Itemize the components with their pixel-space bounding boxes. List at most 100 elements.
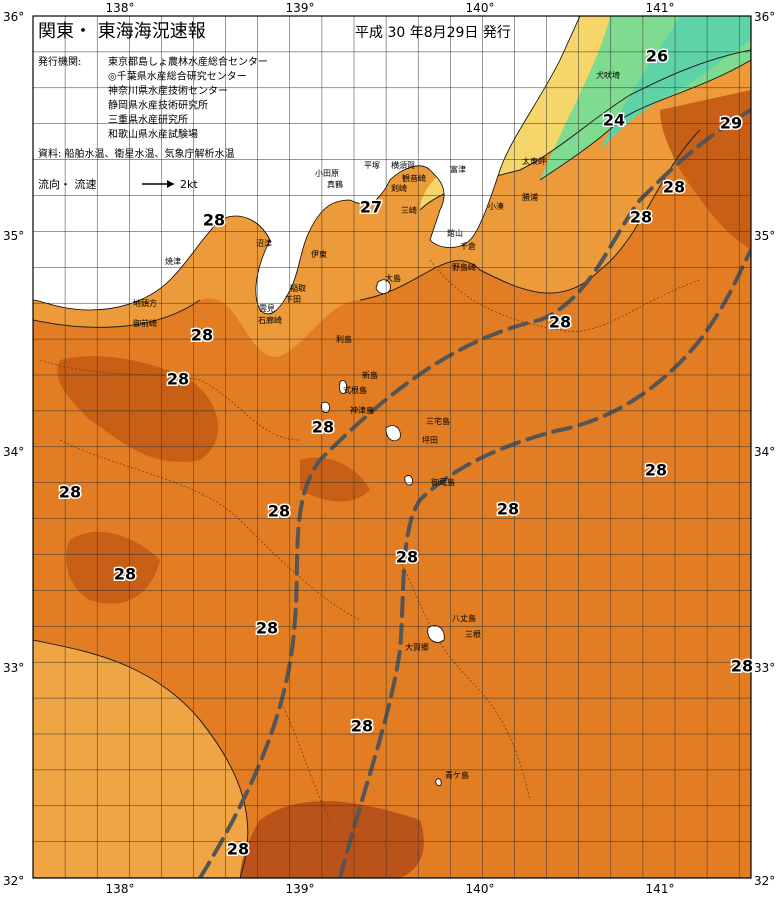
issuer-name: 静岡県水産技術研究所 xyxy=(108,99,208,112)
place-label: 大島 xyxy=(385,273,401,283)
place-label: 御前崎 xyxy=(133,318,157,328)
warm-water-light-region-west xyxy=(33,640,248,878)
place-label: 伊東 xyxy=(311,249,327,259)
place-label: 沼津 xyxy=(256,238,272,248)
sst-label: 26 xyxy=(646,47,668,66)
latitude-labels-right: 36° 35° 34° 33° 32° xyxy=(754,10,775,888)
sst-label: 28 xyxy=(645,461,667,480)
place-label: 剣崎 xyxy=(391,183,407,193)
flow-legend-label: 流向・ 流速 xyxy=(38,177,97,191)
latitude-label-right: 34° xyxy=(754,445,775,459)
map-title: 関東・ 東海海況速報 xyxy=(38,21,206,42)
place-label: 石廊崎 xyxy=(258,315,282,325)
place-label: 大賀郷 xyxy=(405,642,429,652)
place-label: 千倉 xyxy=(460,241,476,251)
longitude-labels-bottom: 138° 139° 140° 141° xyxy=(106,882,675,896)
flow-speed-label: 2kt xyxy=(180,178,198,191)
longitude-label: 138° xyxy=(106,882,135,896)
place-label: 野島崎 xyxy=(452,262,476,272)
latitude-label-right: 35° xyxy=(754,229,775,243)
place-label: 雲見 xyxy=(259,304,275,313)
place-label: 観音崎 xyxy=(402,173,426,183)
longitude-label: 139° xyxy=(286,1,315,15)
place-label: 青ケ島 xyxy=(445,770,469,780)
sst-label: 28 xyxy=(167,370,189,389)
longitude-label: 140° xyxy=(466,882,495,896)
place-label: 神津島 xyxy=(350,405,374,415)
oshima-island xyxy=(375,279,391,294)
temperature-labels: 26 24 29 28 27 28 28 28 28 28 28 28 28 28 28 28 28 28 28 28… xyxy=(57,45,754,860)
latitude-label-left: 36° xyxy=(3,10,24,24)
place-label: 横須賀 xyxy=(391,160,415,170)
sst-label: 28 xyxy=(256,619,278,638)
longitude-label: 140° xyxy=(466,1,495,15)
place-label: 焼津 xyxy=(165,256,181,266)
sst-label: 29 xyxy=(720,114,742,133)
place-label: 真鶴 xyxy=(327,179,343,189)
sst-label: 28 xyxy=(312,418,334,437)
sst-label: 28 xyxy=(351,717,373,736)
kozushima-island xyxy=(320,401,330,413)
warm-dark-patch xyxy=(300,457,370,502)
warm-dark-patch xyxy=(240,801,424,878)
longitude-label: 139° xyxy=(286,882,315,896)
issue-date: 平成 30 年8月29日 発行 xyxy=(355,25,511,41)
latitude-label-right: 36° xyxy=(754,10,775,24)
place-label: 小田原 xyxy=(315,169,339,178)
sst-label: 28 xyxy=(203,211,225,230)
flow-arrow-icon xyxy=(142,180,174,188)
place-label: 勝浦 xyxy=(522,192,538,202)
data-source: 資料: 船舶水温、衛星水温、気象庁解析水温 xyxy=(38,147,235,160)
place-label: 坪田 xyxy=(422,436,438,445)
latitude-labels-left: 36° 35° 34° 33° 32° xyxy=(3,10,24,888)
cold-cyan-region xyxy=(600,16,751,150)
place-label: 犬吠埼 xyxy=(596,70,620,80)
place-label: 館山 xyxy=(447,228,463,238)
place-label: 平塚 xyxy=(364,161,380,170)
issuer-label: 発行機関: xyxy=(38,55,81,68)
place-label: 新島 xyxy=(362,370,378,380)
issuer-name: 神奈川県水産技術センター xyxy=(108,84,228,97)
place-label: 地頭方 xyxy=(133,298,157,308)
place-label: 小湊 xyxy=(488,201,504,211)
latitude-label-right: 33° xyxy=(754,661,775,675)
latitude-label-right: 32° xyxy=(754,874,775,888)
sst-label: 28 xyxy=(731,657,753,676)
longitude-label: 141° xyxy=(646,1,675,15)
warm-dark-patch xyxy=(57,356,219,462)
issuer-name: 和歌山県水産試験場 xyxy=(108,128,198,141)
warm-dark-patch xyxy=(66,531,160,604)
place-label: 三宅島 xyxy=(426,416,450,426)
latitude-label-left: 34° xyxy=(3,445,24,459)
latitude-label-left: 32° xyxy=(3,874,24,888)
sst-label: 28 xyxy=(59,483,81,502)
issuer-name: 三重県水産研究所 xyxy=(108,113,188,126)
place-label: 式根島 xyxy=(343,385,367,395)
map-frame xyxy=(32,15,752,879)
sst-label: 28 xyxy=(268,502,290,521)
miyakejima-island xyxy=(385,425,401,442)
sst-label: 28 xyxy=(396,548,418,567)
sst-label: 28 xyxy=(114,565,136,584)
place-label: 八丈島 xyxy=(452,613,476,623)
sst-label: 28 xyxy=(227,840,249,859)
sst-label: 24 xyxy=(603,111,625,130)
header-block: 関東・ 東海海況速報 平成 30 年8月29日 発行 発行機関: 東京都島しょ農… xyxy=(38,21,511,191)
longitude-labels-top: 138° 139° 140° 141° xyxy=(106,1,675,15)
place-label: 稲取 xyxy=(290,283,306,293)
aogashima-island xyxy=(435,778,442,787)
issuer-list: 東京都島しょ農林水産総合センター ◎千葉県水産総合研究センター神奈川県水産技術セン… xyxy=(108,55,268,141)
issuer-name: ◎千葉県水産総合研究センター xyxy=(108,70,247,83)
kuroshio-axis xyxy=(198,108,751,878)
sst-label: 28 xyxy=(663,178,685,197)
place-label: 富津 xyxy=(450,164,466,174)
sst-label: 28 xyxy=(630,208,652,227)
place-label: 三根 xyxy=(465,629,481,639)
place-label: 太東岬 xyxy=(522,156,546,166)
mikurajima-island xyxy=(404,475,413,486)
longitude-label: 138° xyxy=(106,1,135,15)
sst-label: 28 xyxy=(497,500,519,519)
warm-dark-patch xyxy=(660,90,751,250)
